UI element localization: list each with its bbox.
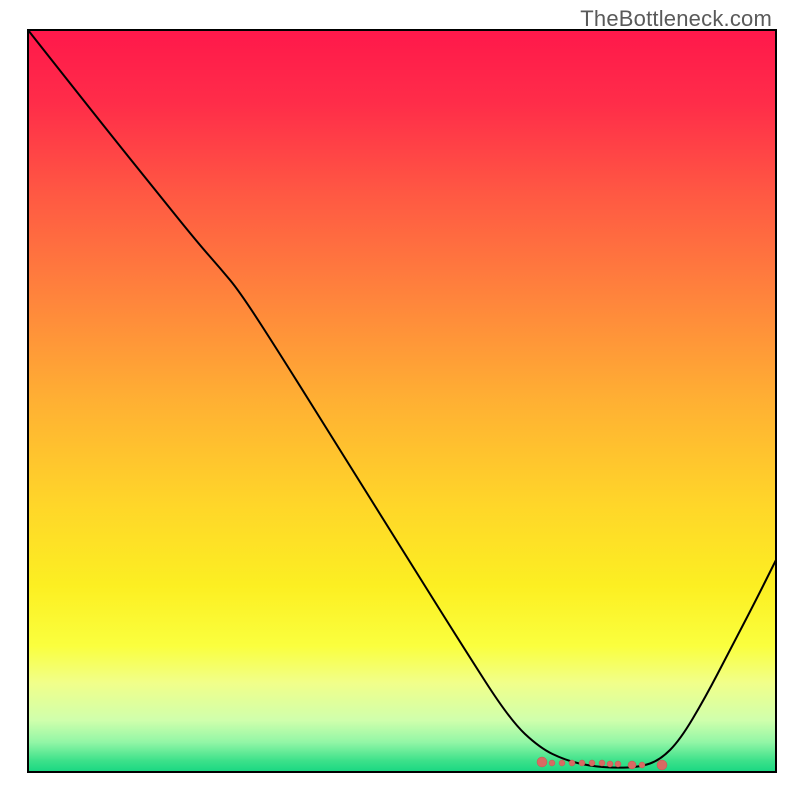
data-point: [559, 760, 565, 766]
data-point: [607, 761, 613, 767]
data-point: [579, 760, 585, 766]
data-point: [639, 762, 645, 768]
data-point: [537, 757, 547, 767]
plot-background: [28, 30, 776, 772]
data-point: [599, 760, 605, 766]
data-point: [657, 760, 667, 770]
data-point: [628, 761, 636, 769]
data-point: [549, 760, 555, 766]
watermark-text: TheBottleneck.com: [580, 6, 772, 32]
data-point: [615, 761, 621, 767]
bottleneck-chart: [0, 0, 800, 800]
data-point: [589, 760, 595, 766]
data-point: [569, 760, 575, 766]
